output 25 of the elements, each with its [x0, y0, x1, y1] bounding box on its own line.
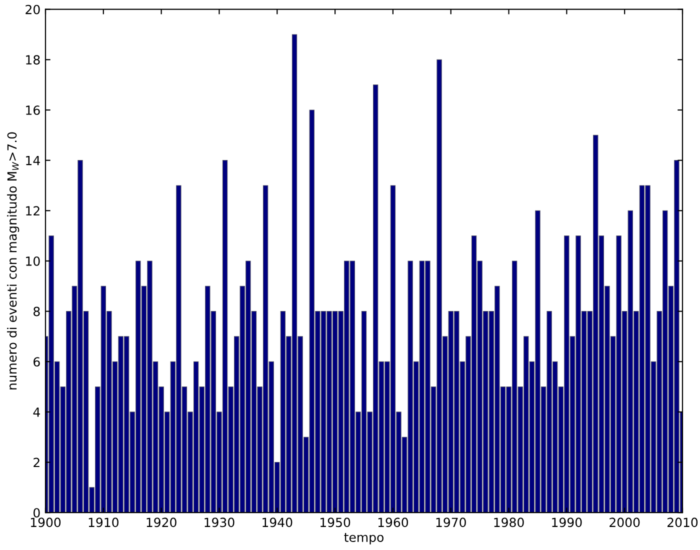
y-tick-label: 10	[26, 256, 40, 266]
y-tick-label: 6	[34, 357, 40, 367]
y-tick-label: 12	[26, 206, 40, 216]
x-tick-label: 2010	[668, 518, 698, 528]
y-tick-label: 20	[26, 4, 40, 14]
y-tick-label: 2	[34, 458, 40, 468]
x-tick-label: 1920	[146, 518, 176, 528]
x-tick-label: 1900	[30, 518, 61, 528]
y-tick-label: 8	[34, 306, 40, 316]
y-tick-label: 16	[26, 105, 40, 115]
y-tick-label: 18	[26, 55, 40, 65]
x-tick-label: 1980	[494, 518, 524, 528]
y-axis-title: numero di eventi con magnitudo M$_{W}$>7.0	[7, 132, 20, 390]
x-tick-label: 1940	[262, 518, 292, 528]
x-tick-label: 2000	[610, 518, 640, 528]
x-tick-label: 1960	[378, 518, 408, 528]
y-tick-label: 14	[26, 156, 40, 166]
x-tick-label: 1950	[320, 518, 350, 528]
x-axis-title: tempo	[344, 533, 384, 544]
x-tick-label: 1970	[436, 518, 466, 528]
y-tick-label: 0	[34, 508, 40, 518]
y-tick-label: 4	[33, 408, 40, 417]
x-tick-label: 1910	[88, 518, 118, 528]
x-tick-label: 1930	[204, 518, 234, 528]
x-tick-label: 1990	[552, 518, 582, 528]
